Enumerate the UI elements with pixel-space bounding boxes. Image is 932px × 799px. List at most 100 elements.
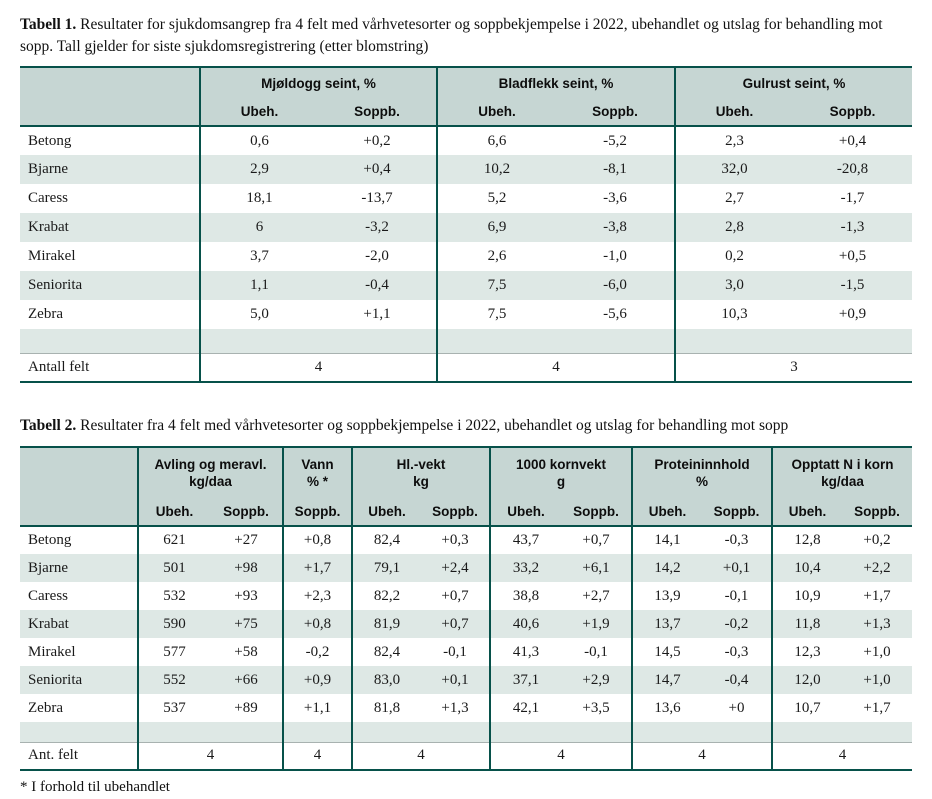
column-subheader: Soppb. (561, 500, 632, 527)
table-row: Betong 621 +27 +0,8 82,4 +0,3 43,7 +0,7 14,1 -0,3… (20, 526, 912, 555)
table-row: Betong 0,6 +0,2 6,6 -5,2 2,3 +0,4 (20, 126, 912, 156)
table-cell: -1,0 (603, 248, 627, 265)
row-name: Mirakel (28, 643, 76, 660)
table-row: Bjarne 501 +98 +1,7 79,1 +2,4 33,2 +6,1 14,2 +0,1… (20, 554, 912, 583)
table-cell: +0,2 (363, 132, 391, 149)
table-cell: -3,8 (603, 219, 627, 236)
table-cell: 7,5 (436, 300, 556, 330)
row-name: Betong (28, 532, 72, 549)
table-cell: 14,5 (631, 638, 702, 667)
table-cell: 6,9 (436, 213, 556, 243)
table-cell: +27 (234, 532, 258, 549)
corner-cell (20, 500, 138, 527)
table-cell: 14,2 (631, 554, 702, 583)
table-cell: -0,3 (724, 532, 749, 549)
table-cell: +0,1 (441, 671, 469, 688)
table-cell: +0,5 (838, 248, 867, 265)
footer-value: 3 (674, 353, 913, 383)
header-group-row: Avling og meravl. kg/daa Vann% * Hl.-vekt kg… (20, 447, 912, 501)
table-cell: -0,1 (584, 643, 608, 660)
footer-value: 4 (435, 353, 676, 383)
footer-row: Ant. felt 4 4 4 4 4 4 (20, 742, 912, 771)
table-cell: -5,6 (603, 306, 627, 323)
column-subheader: Soppb. (318, 100, 437, 127)
row-name: Caress (28, 190, 68, 207)
table-cell: +0,2 (863, 532, 891, 549)
column-subheader: Ubeh. (351, 500, 421, 527)
table-cell: -13,7 (361, 190, 393, 207)
table-cell: 577 (137, 638, 210, 667)
row-name: Bjarne (28, 161, 68, 178)
table-cell: -3,6 (603, 190, 627, 207)
row-name: Krabat (28, 615, 69, 632)
table-cell: 1,1 (199, 271, 318, 301)
table1-caption: Tabell 1. Resultater for sjukdomsangrep … (20, 14, 912, 57)
table-cell: +1,0 (863, 643, 891, 660)
footer-label: Ant. felt (28, 747, 78, 764)
table-row: Zebra 537 +89 +1,1 81,8 +1,3 42,1 +3,5 13,6 +0 10,… (20, 694, 912, 723)
table2-caption-text: Resultater fra 4 felt med vårhvetesorter… (76, 417, 789, 435)
table-cell: +1,1 (282, 694, 352, 723)
table-cell: +1,7 (863, 587, 891, 604)
table-cell: +1,1 (363, 306, 391, 323)
table-cell: 12,8 (771, 526, 842, 555)
spacer-cell (771, 722, 912, 743)
column-group-header: Hl.-vekt kg (351, 447, 490, 501)
table-cell: 2,6 (436, 242, 556, 272)
table-cell: 10,9 (771, 582, 842, 611)
table-cell: 501 (137, 554, 210, 583)
table-cell: 12,0 (771, 666, 842, 695)
table2: Avling og meravl. kg/daa Vann% * Hl.-vekt kg… (20, 446, 912, 772)
row-name: Caress (28, 587, 68, 604)
table-cell: 537 (137, 694, 210, 723)
table-cell: 10,7 (771, 694, 842, 723)
table-row: Krabat 6 -3,2 6,9 -3,8 2,8 -1,3 (20, 213, 913, 243)
table-cell: 83,0 (351, 666, 421, 695)
table1-caption-label: Tabell 1. (20, 16, 77, 33)
table-cell: +2,9 (582, 671, 610, 688)
spacer-cell (631, 722, 772, 743)
table-cell: +1,7 (282, 554, 352, 583)
table-cell: 0,6 (199, 126, 318, 156)
table-cell: 2,3 (674, 126, 794, 156)
column-group-header: Avling og meravl. kg/daa (137, 447, 283, 501)
table-row: Seniorita 552 +66 +0,9 83,0 +0,1 37,1 +2,9 14,7 -… (20, 666, 912, 695)
table-cell: +0,7 (441, 587, 469, 604)
row-name: Seniorita (28, 671, 83, 688)
table-cell: +98 (234, 559, 258, 576)
table-cell: 41,3 (489, 638, 561, 667)
table-cell: +1,3 (441, 699, 469, 716)
table-cell: 33,2 (489, 554, 561, 583)
table-cell: 13,9 (631, 582, 702, 611)
column-subheader: Ubeh. (631, 500, 702, 527)
row-name: Bjarne (28, 559, 68, 576)
table-cell: 11,8 (771, 610, 842, 639)
column-subheader: Soppb. (842, 500, 912, 527)
table-cell: +75 (234, 615, 258, 632)
row-name: Mirakel (28, 248, 76, 265)
table-cell: +2,2 (863, 559, 891, 576)
table-cell: +93 (234, 587, 258, 604)
table-cell: +0,7 (582, 532, 610, 549)
corner-cell (20, 447, 138, 501)
table-cell: 81,8 (351, 694, 421, 723)
table-cell: -8,1 (603, 161, 627, 178)
table-cell: +58 (234, 643, 258, 660)
table-cell: 2,8 (674, 213, 794, 243)
table-cell: 3,0 (674, 271, 794, 301)
column-subheader: Soppb. (793, 100, 913, 127)
table-cell: +1,3 (863, 615, 891, 632)
table-cell: 79,1 (351, 554, 421, 583)
table-cell: +2,7 (582, 587, 610, 604)
table-cell: -5,2 (603, 132, 627, 149)
table-cell: 621 (137, 526, 210, 555)
table-cell: 32,0 (674, 155, 794, 185)
table-cell: +2,3 (282, 582, 352, 611)
corner-cell (20, 67, 200, 101)
row-name: Zebra (28, 306, 63, 323)
corner-cell (20, 100, 200, 127)
footer-label: Antall felt (28, 359, 90, 376)
table-cell: +2,4 (441, 559, 469, 576)
table-cell: 6 (199, 213, 318, 243)
table-cell: 38,8 (489, 582, 561, 611)
